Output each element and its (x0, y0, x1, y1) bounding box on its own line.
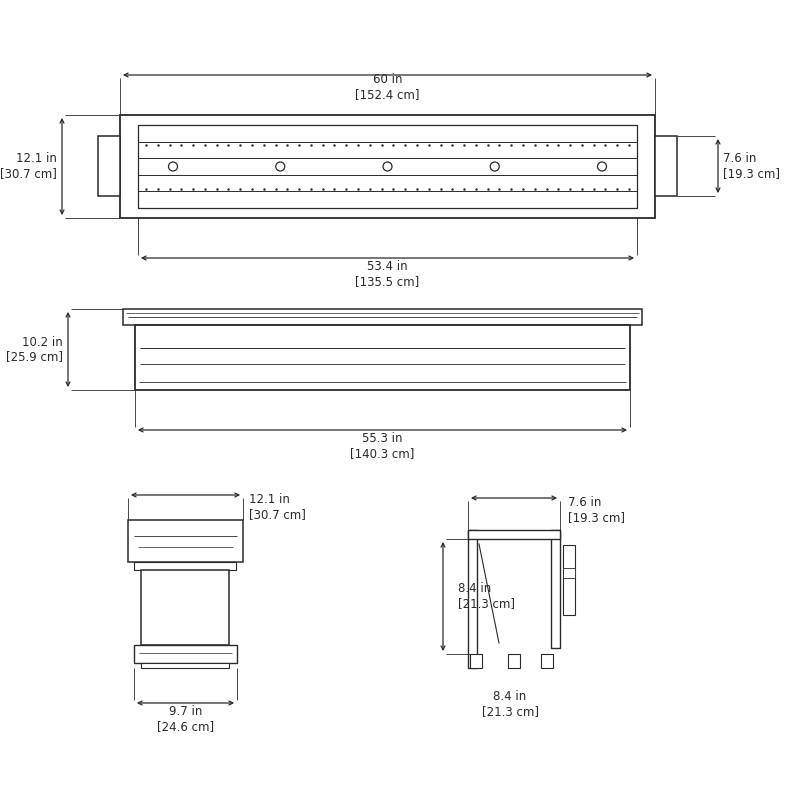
Text: 8.4 in
[21.3 cm]: 8.4 in [21.3 cm] (482, 690, 538, 718)
Text: 12.1 in
[30.7 cm]: 12.1 in [30.7 cm] (0, 153, 57, 181)
Bar (551, 530, 560, 648)
Bar (468, 530, 477, 668)
Bar (138, 125, 637, 208)
Bar (655, 136, 677, 196)
Bar (134, 562, 236, 570)
Bar (468, 530, 560, 539)
Bar (123, 309, 642, 325)
Bar (141, 570, 229, 645)
Bar (128, 520, 243, 562)
Text: 60 in
[152.4 cm]: 60 in [152.4 cm] (355, 73, 420, 101)
Bar (141, 663, 229, 668)
Bar (541, 654, 553, 668)
Text: 8.4 in
[21.3 cm]: 8.4 in [21.3 cm] (458, 582, 515, 610)
Bar (135, 325, 630, 390)
Text: 7.6 in
[19.3 cm]: 7.6 in [19.3 cm] (568, 496, 625, 524)
Bar (134, 645, 237, 663)
Bar (508, 654, 520, 668)
Text: 7.6 in
[19.3 cm]: 7.6 in [19.3 cm] (723, 152, 780, 180)
Bar (563, 568, 575, 578)
Bar (563, 545, 575, 615)
Bar (120, 115, 655, 218)
Text: 9.7 in
[24.6 cm]: 9.7 in [24.6 cm] (157, 705, 214, 733)
Bar (98, 136, 120, 196)
Text: 53.4 in
[135.5 cm]: 53.4 in [135.5 cm] (355, 260, 420, 288)
Text: 10.2 in
[25.9 cm]: 10.2 in [25.9 cm] (6, 335, 63, 363)
Text: 55.3 in
[140.3 cm]: 55.3 in [140.3 cm] (350, 432, 414, 460)
Text: 12.1 in
[30.7 cm]: 12.1 in [30.7 cm] (249, 493, 306, 521)
Bar (470, 654, 482, 668)
